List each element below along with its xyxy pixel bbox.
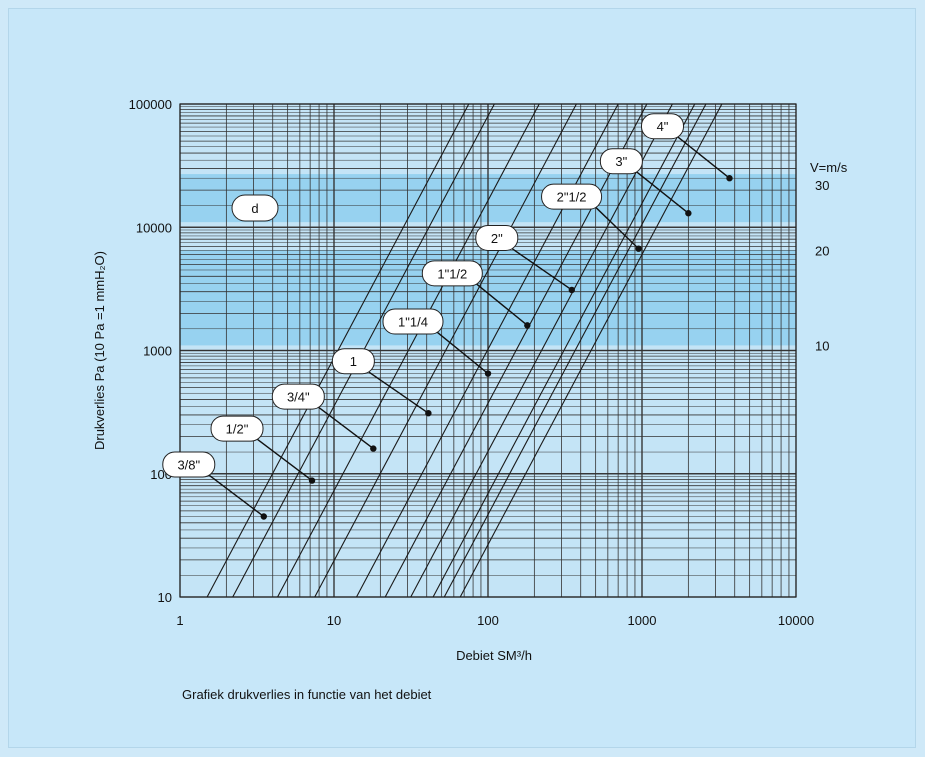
series-marker-1 bbox=[308, 477, 316, 484]
series-marker-7 bbox=[635, 245, 642, 252]
series-leader-7 bbox=[595, 206, 640, 250]
series-tag-box-9 bbox=[641, 113, 685, 140]
pressure-drop-chart: 1 10 100 1000 1000010100100010000100000Debie… bbox=[92, 97, 848, 663]
series-marker-8 bbox=[685, 210, 692, 217]
series-tag-label-4: 1"1/4 bbox=[398, 315, 428, 330]
y-tick-label: 10000 bbox=[136, 220, 172, 235]
series-tag-box-1 bbox=[210, 415, 264, 442]
series-leader-3 bbox=[367, 371, 429, 414]
series-tag-label-8: 3" bbox=[615, 154, 627, 169]
grid bbox=[179, 103, 797, 598]
y-axis-label: Drukverlies Pa (10 Pa =1 mmH₂O) bbox=[92, 251, 107, 450]
series-tag-label-0: 3/8" bbox=[177, 457, 200, 472]
series-marker-4 bbox=[484, 370, 492, 377]
series-tag-box-5 bbox=[421, 260, 483, 287]
series-tag-0: 3/8" bbox=[162, 451, 267, 520]
series-tag-7: 2"1/2 bbox=[541, 183, 642, 252]
series-tag-box-4 bbox=[382, 308, 444, 335]
series-leader-9 bbox=[677, 136, 730, 179]
y-tick-label: 100000 bbox=[129, 97, 172, 112]
x-tick-label: 1000 bbox=[628, 613, 657, 628]
x-tick-label: 100 bbox=[477, 613, 499, 628]
series-tag-box-0 bbox=[162, 451, 216, 478]
velocity-tick-label: 10 bbox=[815, 338, 829, 353]
series-tag-box-8 bbox=[599, 148, 643, 175]
series-leader-0 bbox=[208, 474, 265, 518]
series-line-6 bbox=[410, 104, 673, 597]
series-leader-8 bbox=[635, 171, 689, 214]
series-tag-box-7 bbox=[541, 183, 603, 210]
x-tick-label: 10 bbox=[327, 613, 341, 628]
series-line-3 bbox=[314, 104, 577, 597]
series-tag-label-2: 3/4" bbox=[287, 390, 310, 405]
series-line-7 bbox=[432, 104, 696, 597]
series-tag-2: 3/4" bbox=[271, 383, 377, 452]
velocity-tick-label: 20 bbox=[815, 243, 829, 258]
y-tick-label: 10 bbox=[158, 590, 172, 605]
chart-panel: 1 10 100 1000 10000 10 100 1000 10000 100000 Debie… bbox=[8, 8, 916, 748]
series-tag-box-6 bbox=[475, 224, 519, 251]
d-label-text: d bbox=[251, 201, 258, 216]
series-tag-5: 1"1/2 bbox=[421, 260, 531, 329]
x-tick-label: 1 bbox=[176, 613, 183, 628]
series-leader-2 bbox=[317, 406, 374, 450]
y-tick-label: 1000 bbox=[143, 344, 172, 359]
x-tick-label: 10000 bbox=[778, 613, 814, 628]
series-tag-3: 1 bbox=[331, 348, 432, 417]
series-leader-1 bbox=[256, 438, 313, 482]
velocity-tick-label: 30 bbox=[815, 178, 829, 193]
series-tag-box-3 bbox=[331, 348, 375, 375]
series-marker-9 bbox=[726, 175, 733, 182]
plot-frame bbox=[179, 103, 797, 598]
series-leader-5 bbox=[475, 283, 528, 326]
series-line-9 bbox=[459, 104, 723, 597]
series-tag-box-2 bbox=[271, 383, 325, 410]
series-tag-1: 1/2" bbox=[210, 415, 316, 484]
series-tag-label-9: 4" bbox=[657, 119, 669, 134]
series-tag-9: 4" bbox=[641, 113, 733, 182]
series-line-5 bbox=[384, 104, 648, 597]
series-tag-label-1: 1/2" bbox=[226, 422, 249, 437]
series-marker-0 bbox=[260, 513, 267, 520]
d-label-tag: d bbox=[231, 194, 279, 222]
series-tag-label-3: 1 bbox=[350, 354, 357, 369]
x-axis-label: Debiet SM³/h bbox=[456, 648, 532, 663]
series-line-8 bbox=[443, 104, 707, 597]
series-tag-4: 1"1/4 bbox=[382, 308, 492, 377]
series-leader-6 bbox=[511, 247, 573, 291]
d-label-box bbox=[231, 194, 279, 222]
velocity-axis-title: V=m/s bbox=[810, 160, 848, 175]
series-tag-label-5: 1"1/2 bbox=[437, 266, 467, 281]
series-line-2 bbox=[277, 104, 540, 597]
series-tag-label-6: 2" bbox=[491, 231, 503, 246]
chart-caption: Grafiek drukverlies in functie van het d… bbox=[182, 687, 432, 702]
series-leader-4 bbox=[436, 331, 489, 375]
series-marker-5 bbox=[524, 322, 531, 329]
series-tag-8: 3" bbox=[599, 148, 692, 217]
series-marker-3 bbox=[425, 409, 432, 417]
series-tag-6: 2" bbox=[475, 224, 575, 294]
series-tag-label-7: 2"1/2 bbox=[557, 190, 587, 205]
series-marker-2 bbox=[370, 445, 377, 452]
series-marker-6 bbox=[568, 286, 575, 294]
